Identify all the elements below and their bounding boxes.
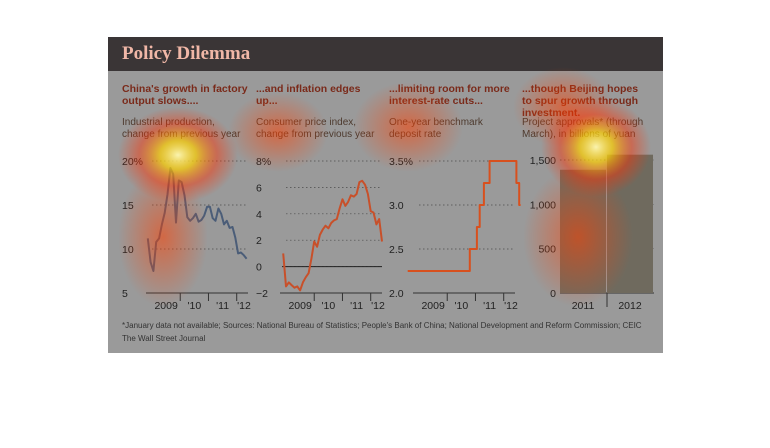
consumer-price-index-plot: −2 0 2 4 6 8% 2009 '10 '11 '12 xyxy=(256,156,385,312)
y-tick-label: 0 xyxy=(550,288,556,300)
y-tick-label: 1,500 xyxy=(530,155,556,167)
panel-deposit-rate: ...limiting room for more interest-rate … xyxy=(389,71,521,321)
y-tick-label: 6 xyxy=(256,182,262,194)
chart-figure: Policy Dilemma China's growth in factory… xyxy=(108,37,663,353)
x-tick-label: 2012 xyxy=(618,300,642,312)
title-banner: Policy Dilemma xyxy=(108,37,663,71)
y-tick-label: 5 xyxy=(122,288,128,300)
footnote: *January data not available; Sources: Na… xyxy=(122,321,642,330)
series-line xyxy=(407,160,521,272)
series-line xyxy=(146,167,248,272)
y-tick-label: 500 xyxy=(538,244,556,256)
x-tick-label: '11 xyxy=(350,300,363,312)
x-tick-label: '12 xyxy=(237,300,251,312)
panel-heading: China's growth in factory output slows..… xyxy=(122,83,248,107)
y-tick-label: 10 xyxy=(122,244,134,256)
x-tick-label: '12 xyxy=(504,300,518,312)
industrial-production-plot: 5 10 15 20% 2009 '10 '11 '12 xyxy=(122,156,251,312)
panel-project-approvals: ...though Beijing hopes to spur growth t… xyxy=(522,71,657,321)
x-tick-label: '11 xyxy=(483,300,496,312)
y-tick-label: 2 xyxy=(256,235,262,247)
y-tick-label: 3.0 xyxy=(389,200,404,212)
x-tick-label: '11 xyxy=(216,300,229,312)
y-tick-label: 8% xyxy=(256,156,271,168)
bar xyxy=(607,154,653,293)
x-tick-label: 2011 xyxy=(572,300,595,312)
x-tick-label: 2009 xyxy=(421,300,445,312)
y-tick-label: 1,000 xyxy=(530,199,556,211)
y-tick-label: 2.5 xyxy=(389,244,404,256)
panel-industrial-production: China's growth in factory output slows..… xyxy=(122,71,251,321)
y-tick-label: 2.0 xyxy=(389,288,404,300)
y-tick-label: 4 xyxy=(256,209,262,221)
panel-consumer-price-index: ...and inflation edges up... Consumer pr… xyxy=(256,71,386,321)
x-tick-label: '10 xyxy=(322,300,336,312)
credit: The Wall Street Journal xyxy=(122,334,206,343)
x-tick-label: '10 xyxy=(455,300,469,312)
deposit-rate-plot: 2.0 2.5 3.0 3.5% 2009 '10 '11 '12 xyxy=(389,156,521,312)
x-tick-label: 2009 xyxy=(154,300,178,312)
y-tick-label: 20% xyxy=(122,156,143,168)
x-tick-label: '10 xyxy=(188,300,202,312)
y-tick-label: 15 xyxy=(122,200,134,212)
series-line xyxy=(282,179,383,292)
figure-title: Policy Dilemma xyxy=(122,43,251,64)
x-tick-label: 2009 xyxy=(288,300,312,312)
x-tick-label: '12 xyxy=(371,300,385,312)
bar xyxy=(560,169,606,293)
y-tick-label: 3.5% xyxy=(389,156,413,168)
footer: *January data not available; Sources: Na… xyxy=(122,319,657,345)
project-approvals-plot: 0 500 1,000 1,500 2011 2012 xyxy=(530,154,654,312)
y-tick-label: −2 xyxy=(256,288,268,300)
y-tick-label: 0 xyxy=(256,262,262,274)
